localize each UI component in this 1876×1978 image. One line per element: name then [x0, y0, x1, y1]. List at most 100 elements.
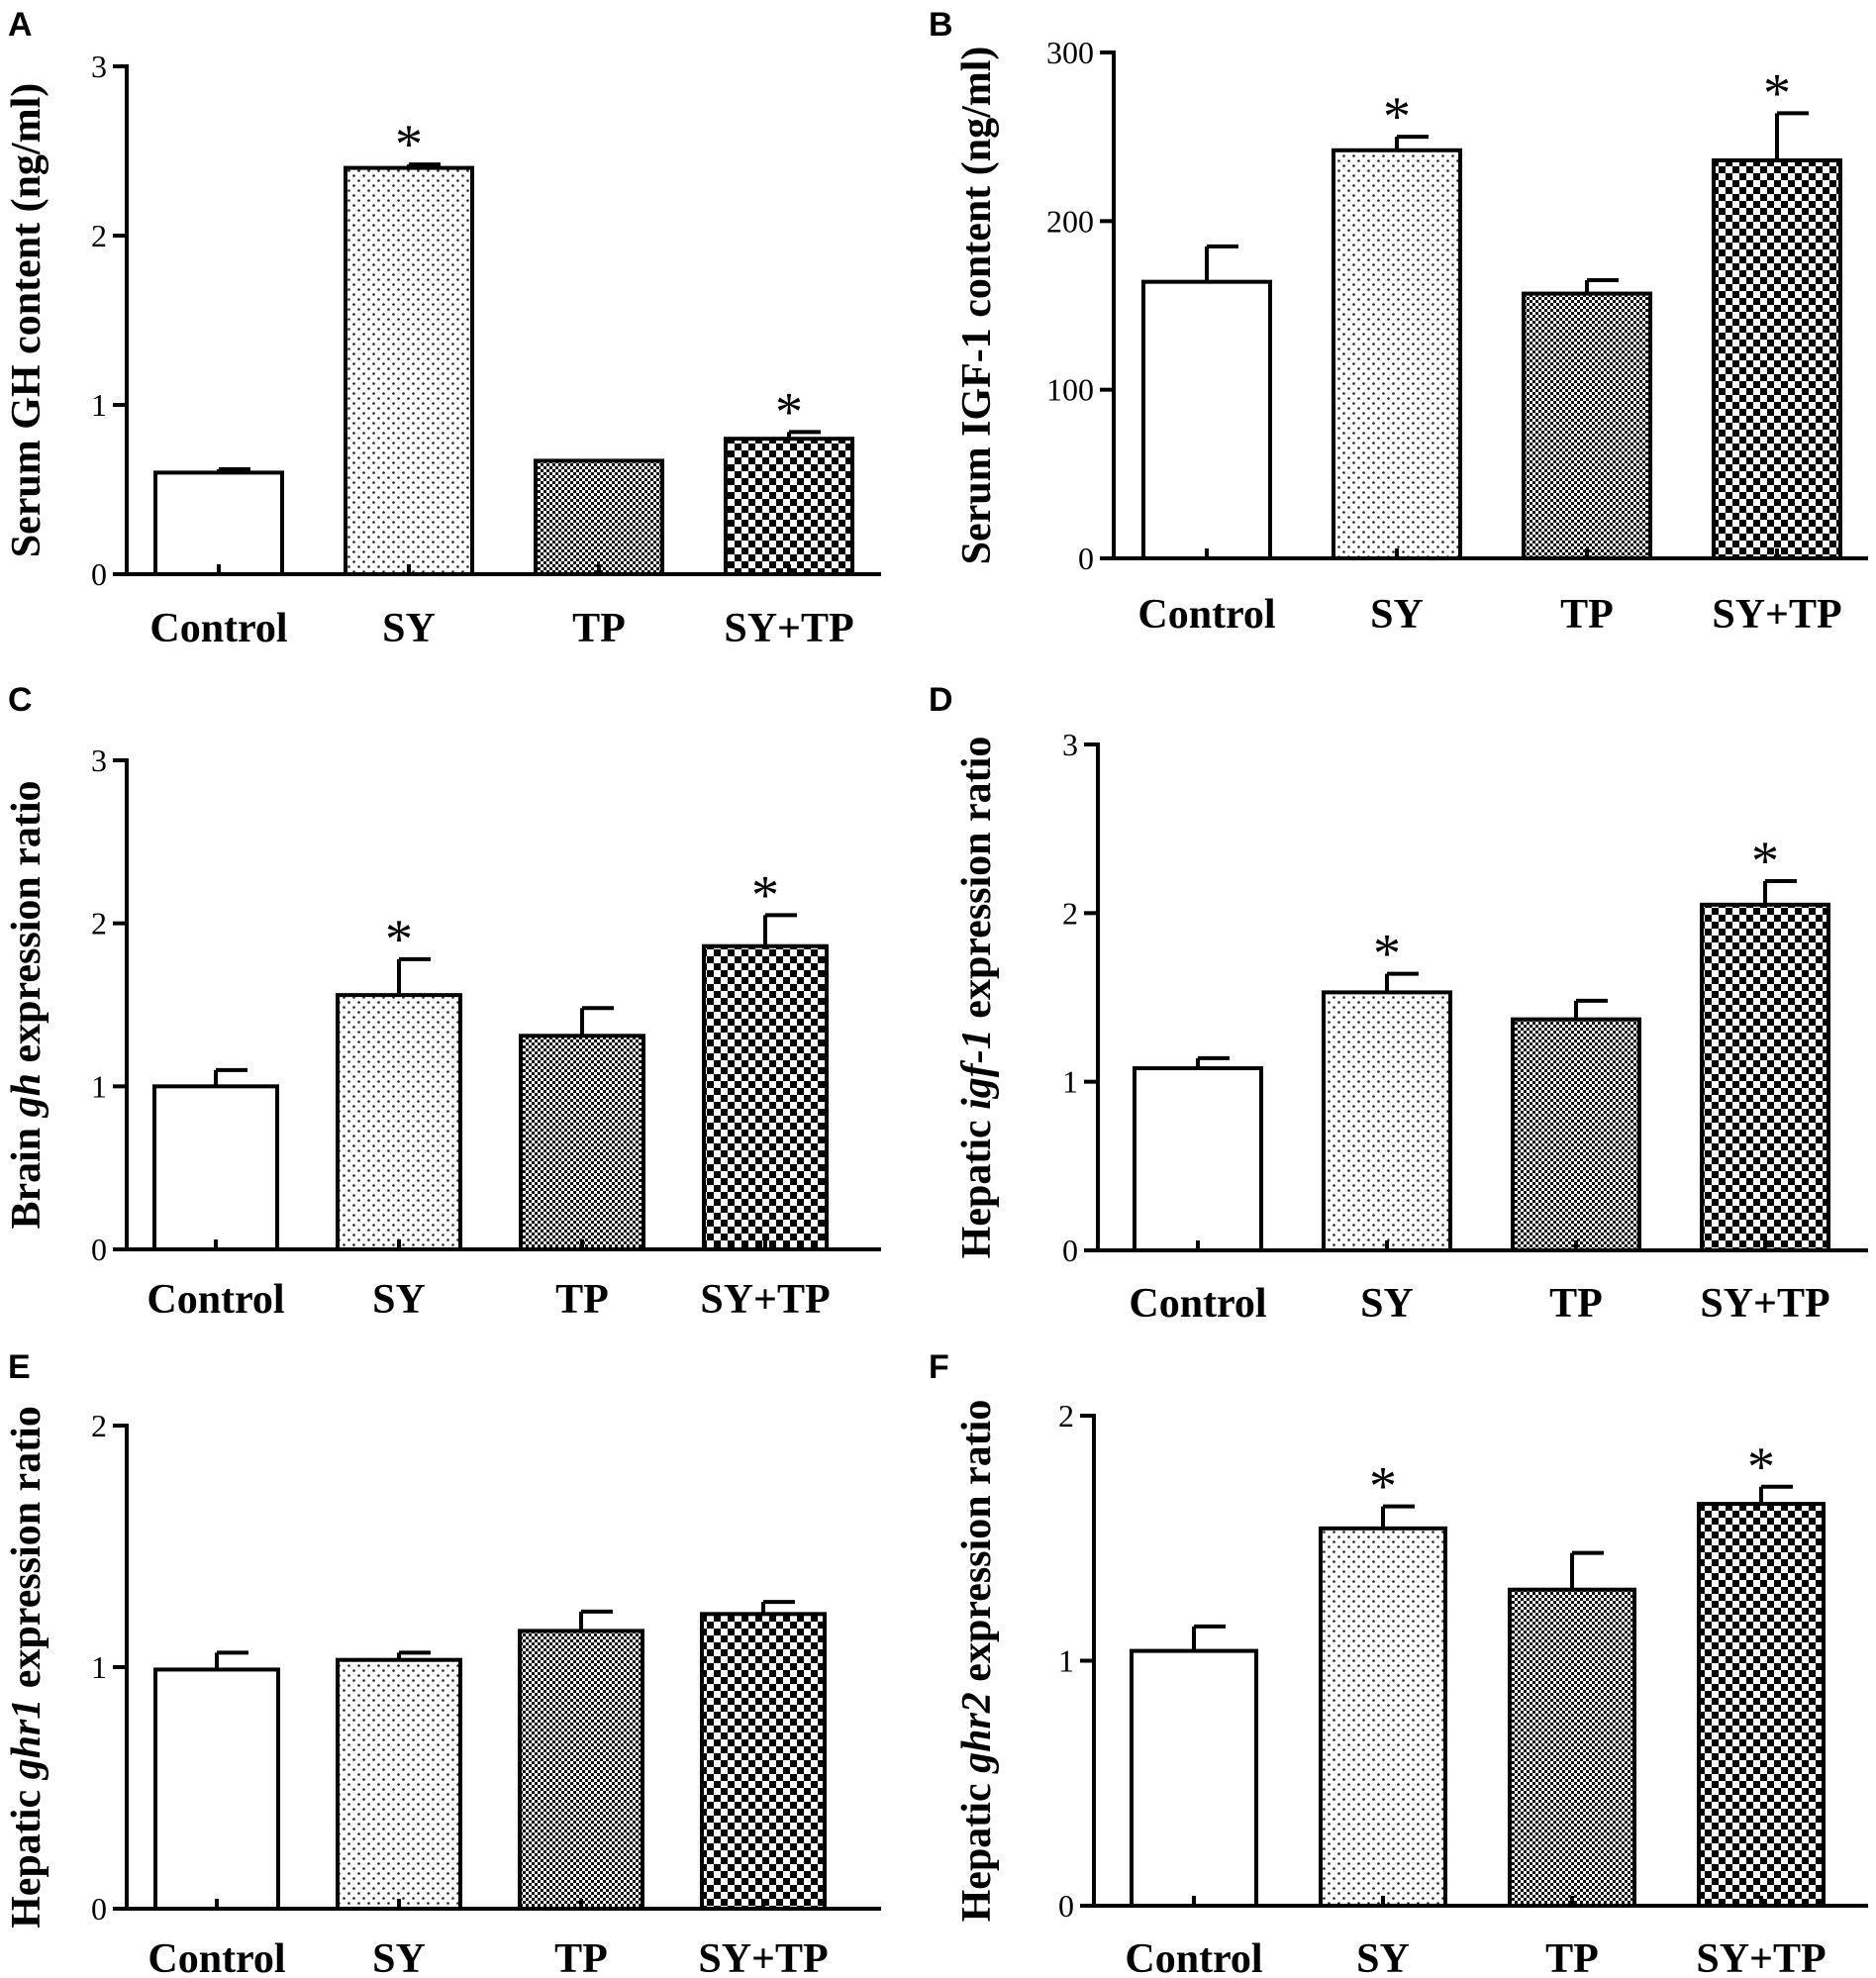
panel-a-ytick-label-1: 1: [91, 387, 107, 423]
panel-d-bar-4: [1700, 902, 1830, 1252]
panel-f-ylabel-part-2: ghr2: [954, 1692, 1000, 1774]
panel-c-bar-4: [702, 943, 829, 1251]
panel-c-bar-1: [152, 1084, 279, 1252]
panel-b: B 0 100 200 300 Control * SY TP * SY+TP Serum IGF-1…: [929, 6, 1868, 638]
panel-f: F 0 1 2 Control * SY TP * SY+TP Hepatic ghr2 expre…: [929, 1348, 1868, 1978]
panel-a: A 0 1 2 3 Control * SY TP * SY+TP Serum GH content …: [4, 6, 881, 651]
panel-f-ylabel-part-1: Hepatic: [954, 1773, 1000, 1922]
panel-c-errorbar-1: [214, 1067, 247, 1087]
panel-e-ytick-label-1: 1: [91, 1649, 107, 1685]
panel-c-errorbar-4: [763, 913, 797, 946]
panel-d-ytick-label-0: 0: [1062, 1233, 1078, 1268]
panel-c-sig-marker-2: *: [385, 909, 413, 970]
panel-c-ylabel-part-3: expression ratio: [4, 780, 49, 1073]
panel-d-letter: D: [929, 681, 953, 719]
panel-c-errorbar-2: [397, 956, 431, 996]
panel-d-ylabel-part-2: igf-1: [954, 1029, 1000, 1110]
panel-b-category-label-2: SY: [1370, 592, 1424, 638]
panel-c-category-label-4: SY+TP: [700, 1277, 830, 1323]
panel-b-category-label-1: Control: [1137, 592, 1275, 638]
panel-e-ytick-label-2: 2: [91, 1408, 107, 1443]
panel-e-ylabel-part-2: ghr1: [4, 1699, 49, 1781]
panel-b-errorbar-1: [1205, 244, 1238, 282]
panel-c-category-label-1: Control: [147, 1277, 284, 1323]
panel-f-bar-2: [1319, 1526, 1447, 1908]
panel-c-bar-2: [336, 993, 462, 1251]
panel-b-errorbar-3: [1585, 277, 1619, 294]
panel-b-ylabel-part-1: Serum IGF-1 content (ng/ml): [954, 47, 1000, 565]
panel-d-ylabel: Hepatic igf-1 expression ratio: [954, 737, 1000, 1259]
panel-c-errorbar-3: [580, 1006, 614, 1037]
panel-e-category-label-4: SY+TP: [698, 1936, 828, 1978]
panel-e-errorbar-2: [397, 1650, 431, 1660]
panel-e-bar-2: [336, 1657, 462, 1912]
panel-a-ylabel-part-1: Serum GH content (ng/ml): [4, 83, 49, 557]
panel-d-ylabel-part-1: Hepatic: [954, 1110, 1000, 1258]
panel-c-sig-marker-4: *: [751, 864, 779, 926]
panel-e-ylabel: Hepatic ghr1 expression ratio: [4, 1406, 49, 1929]
panel-d-errorbar-3: [1574, 998, 1608, 1020]
panel-e-bar-4: [700, 1612, 827, 1911]
panel-f-category-label-1: Control: [1125, 1936, 1262, 1978]
panel-a-ytick-label-3: 3: [91, 49, 107, 84]
panel-a-errorbar-2: [407, 162, 441, 168]
panel-e-category-label-2: SY: [372, 1936, 426, 1978]
panel-d-category-label-2: SY: [1360, 1281, 1414, 1327]
panel-d-errorbar-2: [1385, 971, 1419, 993]
panel-c-ytick-label-0: 0: [91, 1232, 107, 1267]
panel-a-sig-marker-2: *: [395, 114, 423, 175]
panel-a-letter: A: [8, 6, 33, 44]
panel-e-errorbar-3: [579, 1609, 613, 1632]
panel-f-ytick-label-0: 0: [1058, 1888, 1074, 1924]
panel-d-ytick-label-1: 1: [1062, 1064, 1078, 1100]
panel-a-category-label-1: Control: [149, 606, 287, 651]
panel-d-bar-3: [1511, 1017, 1641, 1252]
panel-b-letter: B: [929, 6, 953, 44]
panel-c-category-label-2: SY: [372, 1277, 426, 1323]
panel-d-sig-marker-2: *: [1373, 924, 1401, 985]
panel-c-ytick-label-2: 2: [91, 906, 107, 941]
panel-c-letter: C: [8, 681, 33, 719]
panel-b-ytick-label-1: 100: [1046, 372, 1094, 408]
panel-e-ytick-label-0: 0: [91, 1891, 107, 1927]
panel-d-category-label-4: SY+TP: [1700, 1281, 1829, 1327]
panel-a-sig-marker-4: *: [775, 381, 803, 443]
panel-f-category-label-3: TP: [1545, 1936, 1599, 1978]
panel-a-errorbar-4: [787, 430, 821, 440]
panel-b-category-label-4: SY+TP: [1712, 592, 1841, 638]
panel-b-bar-3: [1522, 291, 1652, 560]
panel-b-bar-4: [1712, 158, 1842, 560]
panel-d: D 0 1 2 3 Control * SY TP * SY+TP Hepatic igf-1 exp…: [929, 681, 1868, 1327]
panel-c-ytick-label-3: 3: [91, 742, 107, 778]
panel-d-ytick-label-3: 3: [1062, 727, 1078, 762]
panel-a-bar-4: [724, 437, 854, 577]
panel-e-letter: E: [8, 1348, 31, 1386]
panel-a-ytick-label-0: 0: [91, 556, 107, 592]
panel-c-category-label-3: TP: [555, 1277, 609, 1323]
panel-c-ytick-label-1: 1: [91, 1068, 107, 1104]
panel-f-errorbar-4: [1759, 1484, 1793, 1505]
panel-e-errorbar-4: [761, 1600, 795, 1615]
panel-b-category-label-3: TP: [1560, 592, 1614, 638]
panel-e-bar-3: [518, 1629, 644, 1912]
panel-f-sig-marker-2: *: [1369, 1456, 1397, 1518]
panel-f-sig-marker-4: *: [1747, 1436, 1775, 1498]
panel-b-ytick-label-0: 0: [1078, 541, 1094, 576]
panel-f-ylabel-part-3: expression ratio: [954, 1400, 1000, 1693]
panel-b-errorbar-2: [1395, 135, 1429, 150]
panel-f-letter: F: [929, 1348, 949, 1386]
panel-f-ytick-label-2: 2: [1058, 1398, 1074, 1434]
panel-a-ylabel: Serum GH content (ng/ml): [4, 83, 49, 557]
panel-b-sig-marker-4: *: [1763, 62, 1791, 124]
panel-c-bar-3: [519, 1034, 645, 1251]
panel-e-category-label-3: TP: [554, 1936, 608, 1978]
panel-e: E 0 1 2 Control SY TP SY+TP Hepatic ghr1 express…: [4, 1348, 881, 1978]
panel-f-errorbar-2: [1381, 1504, 1415, 1529]
panel-d-bar-1: [1133, 1066, 1263, 1253]
panel-c-ylabel: Brain gh expression ratio: [4, 780, 49, 1229]
panel-b-sig-marker-2: *: [1383, 86, 1411, 148]
panel-f-errorbar-3: [1570, 1550, 1604, 1590]
panel-b-bar-2: [1332, 148, 1462, 560]
panel-a-category-label-2: SY: [382, 606, 436, 651]
